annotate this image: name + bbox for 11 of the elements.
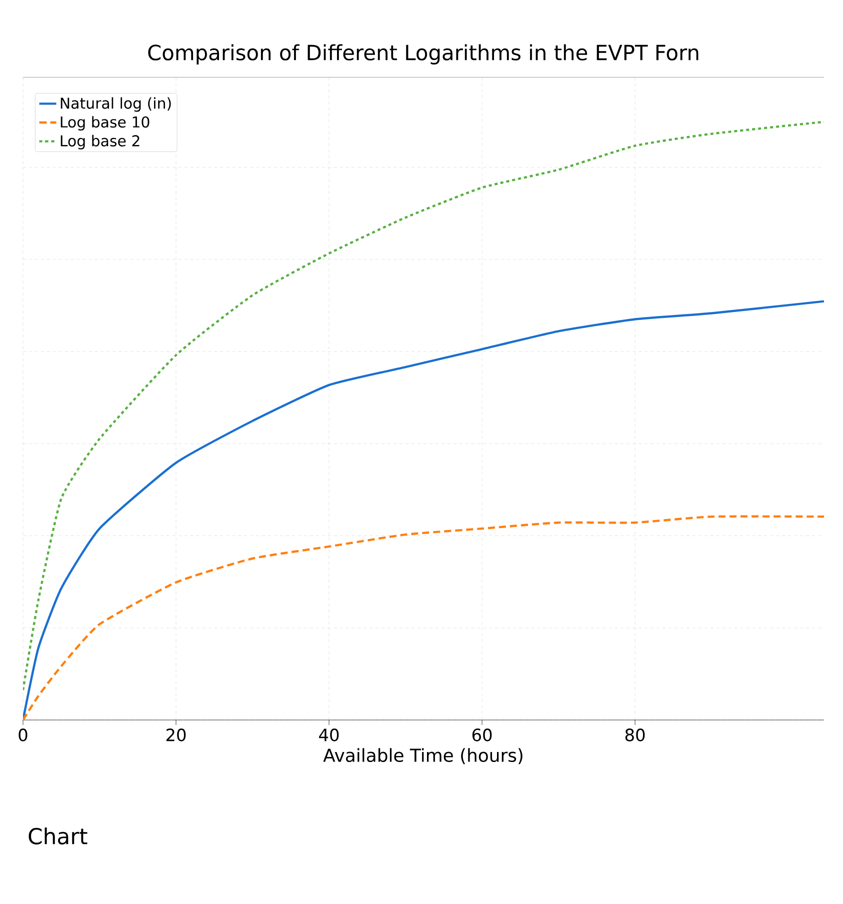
- legend-label: Log base 2: [60, 134, 140, 150]
- x-axis-title: Available Time (hours): [323, 748, 522, 764]
- chart-title: Comparison of Different Logarithms in the EVPT Forn: [148, 44, 698, 64]
- legend-label: Natural log (in): [60, 97, 171, 112]
- x-tick-label: 80: [625, 728, 645, 742]
- legend-label: Log base 10: [60, 116, 150, 131]
- x-tick-label: 40: [319, 728, 339, 742]
- x-tick-label: 20: [166, 728, 186, 742]
- text: Chart: [28, 828, 88, 844]
- x-tick-label: 0: [18, 728, 28, 742]
- x-tick-label: 60: [472, 728, 492, 742]
